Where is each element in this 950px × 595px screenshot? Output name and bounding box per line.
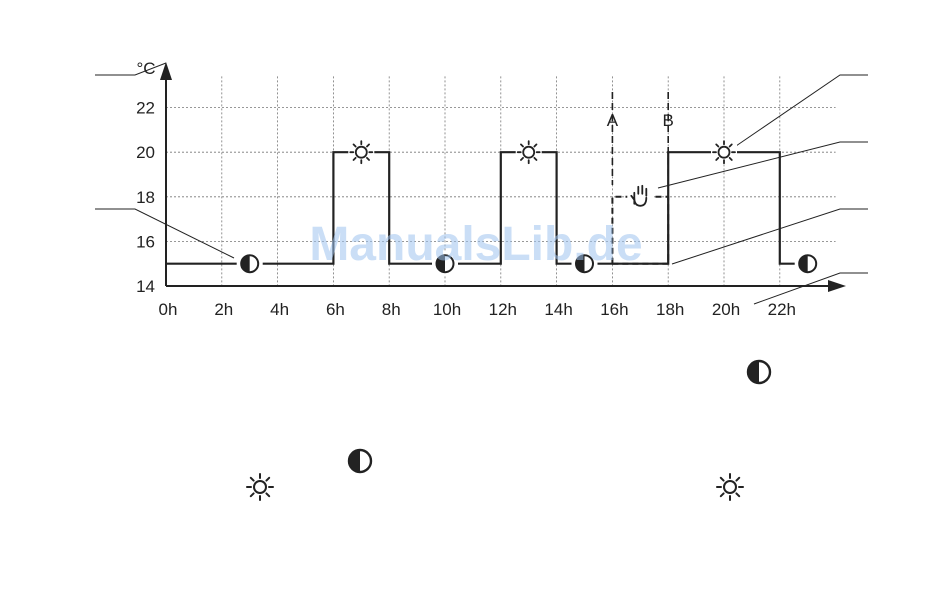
x-tick-label: 4h xyxy=(270,300,289,319)
x-tick-label: 0h xyxy=(159,300,178,319)
callout-leader-line xyxy=(671,208,868,265)
x-tick-label: 10h xyxy=(433,300,461,319)
callout-leader-line xyxy=(95,62,167,76)
x-tick-label: 20h xyxy=(712,300,740,319)
callout-leader-line xyxy=(657,141,868,189)
moon-icon xyxy=(236,251,263,276)
watermark: ManualsLib.de xyxy=(309,218,642,271)
callout-leader-line xyxy=(735,74,868,147)
leader-lines xyxy=(95,62,868,305)
sun-icon xyxy=(515,140,542,165)
x-tick-label: 12h xyxy=(489,300,517,319)
mode-icons xyxy=(236,140,821,276)
x-tick-label: 18h xyxy=(656,300,684,319)
moon-icon xyxy=(345,446,375,476)
moon-icon xyxy=(794,251,821,276)
hand-icon xyxy=(627,183,654,208)
x-axis-arrow xyxy=(828,280,846,292)
sun-icon xyxy=(245,472,275,502)
x-tick-label: 6h xyxy=(326,300,345,319)
x-tick-label: 8h xyxy=(382,300,401,319)
marker-label: A xyxy=(607,111,619,130)
y-tick-label: 16 xyxy=(136,232,155,251)
y-unit-label: °C xyxy=(136,59,155,78)
callout-leader-line xyxy=(95,208,235,259)
y-tick-label: 18 xyxy=(136,188,155,207)
moon-icon xyxy=(571,251,598,276)
y-axis-arrow xyxy=(160,62,172,80)
x-tick-label: 22h xyxy=(768,300,796,319)
axes xyxy=(160,62,846,292)
x-tick-label: 16h xyxy=(600,300,628,319)
moon-icon xyxy=(744,357,774,387)
sun-icon xyxy=(348,140,375,165)
x-tick-label: 2h xyxy=(214,300,233,319)
x-tick-label: 14h xyxy=(544,300,572,319)
sun-icon xyxy=(715,472,745,502)
sun-icon xyxy=(711,140,737,165)
y-tick-label: 20 xyxy=(136,143,155,162)
y-tick-label: 14 xyxy=(136,277,155,296)
marker-label: B xyxy=(663,111,674,130)
y-tick-label: 22 xyxy=(136,99,155,118)
tick-labels: 0h 2h 4h 6h 8h 10h 12h 14h 16h 18h 20h 22h 14 16 18 20 2… xyxy=(136,59,796,319)
callout-leader-line xyxy=(753,272,868,305)
moon-icon xyxy=(432,251,458,276)
